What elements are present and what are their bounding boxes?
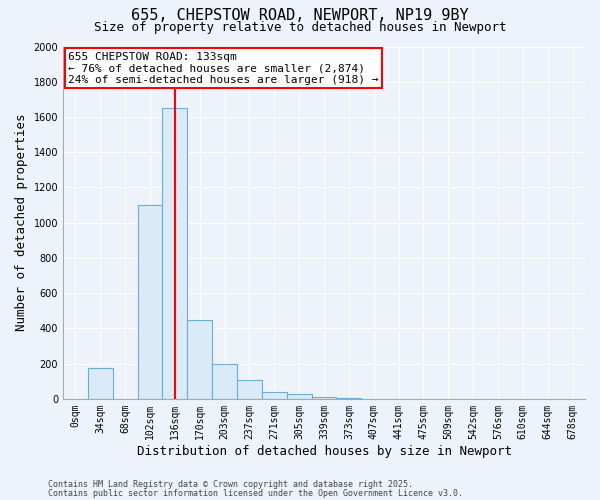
- Bar: [311, 397, 337, 399]
- Bar: [88, 368, 113, 399]
- Text: Contains public sector information licensed under the Open Government Licence v3: Contains public sector information licen…: [48, 489, 463, 498]
- Y-axis label: Number of detached properties: Number of detached properties: [15, 114, 28, 332]
- Bar: [337, 398, 361, 399]
- Text: 655 CHEPSTOW ROAD: 133sqm
← 76% of detached houses are smaller (2,874)
24% of se: 655 CHEPSTOW ROAD: 133sqm ← 76% of detac…: [68, 52, 379, 85]
- Bar: [137, 205, 163, 399]
- Bar: [262, 392, 287, 399]
- Bar: [237, 380, 262, 399]
- Text: Size of property relative to detached houses in Newport: Size of property relative to detached ho…: [94, 22, 506, 35]
- Bar: [287, 394, 311, 399]
- Text: Contains HM Land Registry data © Crown copyright and database right 2025.: Contains HM Land Registry data © Crown c…: [48, 480, 413, 489]
- X-axis label: Distribution of detached houses by size in Newport: Distribution of detached houses by size …: [137, 444, 512, 458]
- Bar: [212, 364, 237, 399]
- Bar: [187, 320, 212, 399]
- Bar: [163, 108, 187, 399]
- Text: 655, CHEPSTOW ROAD, NEWPORT, NP19 9BY: 655, CHEPSTOW ROAD, NEWPORT, NP19 9BY: [131, 8, 469, 22]
